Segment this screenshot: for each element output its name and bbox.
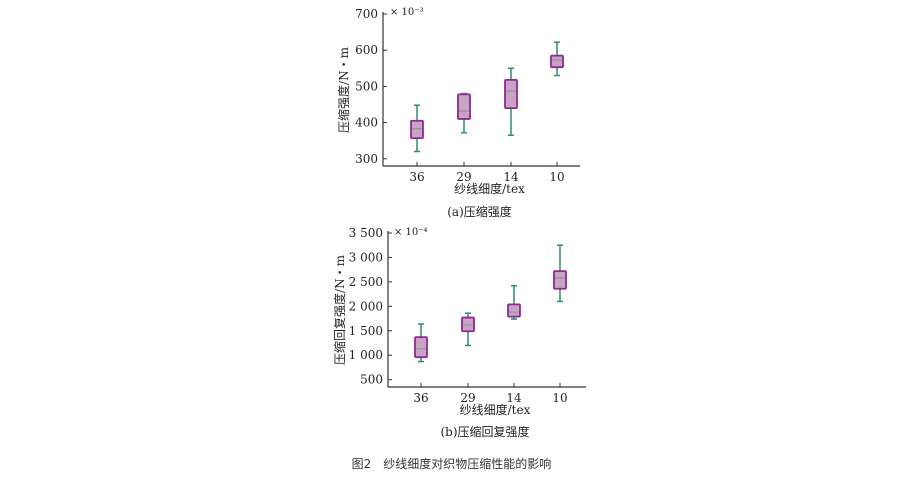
y-tick-label: 1 500 [349, 324, 383, 338]
box-10 [550, 41, 564, 77]
iqr-box [550, 54, 564, 69]
x-tick-label: 29 [456, 170, 471, 184]
x-tick-label: 29 [460, 391, 475, 405]
y-tick-label: 600 [355, 43, 378, 57]
iqr-box [504, 78, 518, 109]
y-tick-label: 3 500 [349, 226, 383, 240]
box-36 [414, 323, 428, 363]
figure: 300 400 500 600 700 × 10⁻³ 压缩强度/N・m 36 29 14 10 纱线细… [332, 7, 586, 439]
box-29 [457, 92, 471, 134]
x-tick-label: 14 [503, 170, 519, 184]
y-tick-label: 2 000 [349, 299, 383, 313]
iqr-box [507, 303, 521, 318]
subfigure-caption: (b)压缩回复强度 [440, 424, 529, 439]
y-axis-label: 压缩回复强度/N・m [332, 254, 347, 365]
y-tick-label: 400 [355, 116, 378, 130]
y-tick-label: 2 500 [349, 275, 383, 289]
x-tick-label: 10 [552, 391, 567, 405]
y-tick-label: 1 000 [349, 348, 383, 362]
y-tick-label: 500 [360, 373, 383, 387]
x-tick-label: 36 [409, 170, 424, 184]
axis-multiplier: × 10⁻³ [390, 7, 424, 18]
box-36 [410, 104, 424, 153]
x-axis-label: 纱线细度/tex [460, 402, 531, 417]
chart-b: 500 1 000 1 500 2 000 2 500 3 000 3 500 × 10⁻⁴ 压… [332, 226, 586, 439]
x-tick-label: 36 [413, 391, 428, 405]
y-tick-label: 300 [355, 152, 378, 166]
box-10 [553, 244, 567, 303]
x-tick-label: 10 [549, 170, 564, 184]
y-tick-label: 3 000 [349, 250, 383, 264]
box-29 [461, 312, 475, 347]
box-14 [504, 67, 518, 136]
y-axis-label: 压缩强度/N・m [336, 46, 351, 133]
x-axis-label: 纱线细度/tex [454, 181, 525, 196]
subfigure-caption: (a)压缩强度 [447, 204, 512, 219]
iqr-box [553, 270, 567, 290]
x-tick-label: 14 [506, 391, 522, 405]
chart-a: 300 400 500 600 700 × 10⁻³ 压缩强度/N・m 36 29 14 10 纱线细… [336, 7, 580, 219]
figure-caption: 图2 纱线细度对织物压缩性能的影响 [351, 457, 552, 471]
axis-multiplier: × 10⁻⁴ [394, 227, 428, 238]
y-tick-label: 500 [355, 79, 378, 93]
iqr-box [457, 93, 471, 120]
iqr-box [414, 336, 428, 359]
box-14 [507, 285, 521, 320]
y-tick-label: 700 [355, 7, 378, 21]
